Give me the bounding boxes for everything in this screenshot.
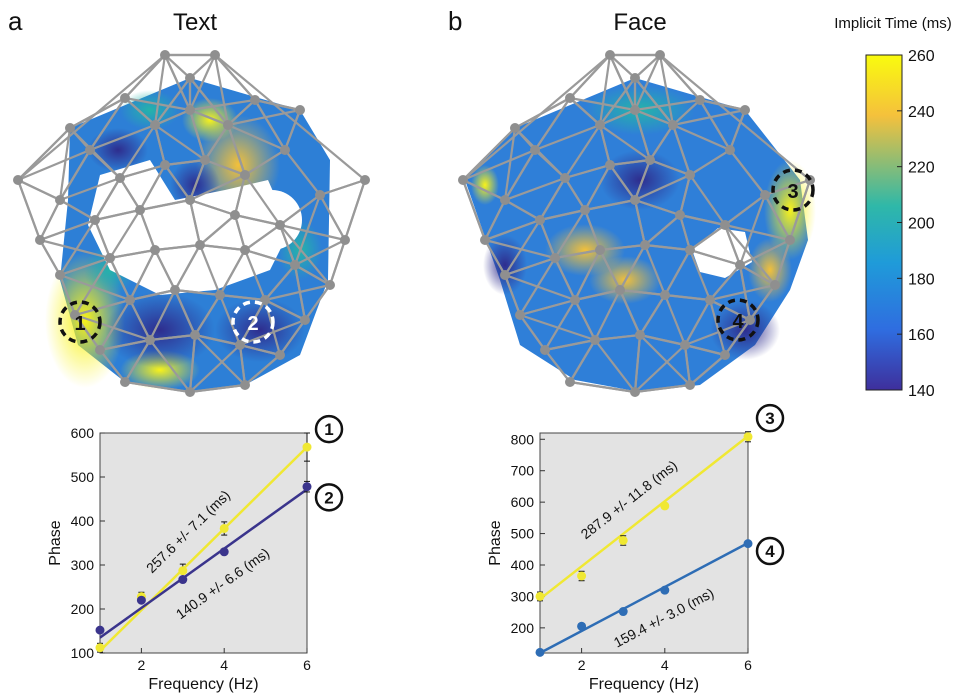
colorbar-title: Implicit Time (ms) [834,15,952,32]
fit-line [99,488,308,639]
data-point [95,625,105,635]
y-tick-label: 200 [511,620,535,636]
x-tick-label: 6 [303,657,311,673]
panel-a-letter: a [8,6,23,36]
data-point [577,621,587,631]
x-axis-label: Frequency (Hz) [148,676,258,693]
y-tick-label: 100 [71,645,95,661]
data-point [95,643,105,653]
y-tick-label: 400 [71,513,95,529]
scalp-map-text [13,50,370,397]
panel-a-title: Text [173,9,217,36]
series-marker-1: 1 [314,414,344,444]
colorbar-gradient [865,54,903,391]
scalp-marker-4: 4 [716,298,760,342]
colorbar-tick-label: 140 [908,383,935,400]
y-axis-label: Phase [487,520,504,565]
plot-area [539,432,749,654]
electrode-dots-b [458,50,815,397]
svg-text:3: 3 [765,409,774,428]
data-point [178,575,188,585]
scalp-map-face [458,50,816,397]
y-tick-label: 500 [71,469,95,485]
series-marker-3: 3 [755,403,785,433]
y-axis-label: Phase [47,520,64,565]
x-tick-label: 4 [220,657,228,673]
data-point [302,442,312,452]
data-point [743,539,753,549]
data-point [618,607,628,617]
y-tick-label: 600 [71,425,95,441]
y-tick-label: 600 [511,494,535,510]
y-tick-label: 300 [71,557,95,573]
y-tick-label: 500 [511,526,535,542]
scalp-marker-2: 2 [231,300,275,344]
data-point [743,432,753,442]
data-point [178,566,188,576]
data-point [660,585,670,595]
colorbar-tick-label: 220 [908,160,935,177]
panel-b-letter: b [448,6,462,36]
colorbar: Implicit Time (ms) 260 240 220 200 180 160 140 [834,15,952,400]
phase-chart-face: 200 300 400 500 600 700 800 2 4 6 Frequency (Hz) Ph… [487,403,785,693]
y-tick-label: 200 [71,601,95,617]
svg-text:3: 3 [787,181,798,203]
fit-line [99,446,308,652]
series-marker-2: 2 [314,483,344,512]
x-tick-label: 2 [578,657,586,673]
data-point [660,501,670,511]
data-point [219,523,229,533]
phase-chart-text: 100 200 300 400 500 600 2 4 6 Frequency (Hz) Phase… [47,414,344,693]
y-tick-label: 400 [511,557,535,573]
x-axis-label: Frequency (Hz) [589,676,699,693]
panel-b-title: Face [613,9,666,36]
data-point [577,571,587,581]
data-point [136,595,146,605]
y-tick-label: 300 [511,588,535,604]
x-tick-label: 6 [744,657,752,673]
colorbar-tick-label: 260 [908,48,935,65]
colorbar-tick-label: 160 [908,327,935,344]
svg-text:4: 4 [765,542,775,561]
data-point [618,535,628,545]
svg-text:1: 1 [324,420,333,439]
scalp-b-dark-left [483,235,527,295]
data-point [302,482,312,492]
data-point [535,591,545,601]
series-marker-4: 4 [755,536,785,566]
scalp-b-hot-right [764,160,816,260]
fit-line [539,435,749,600]
scalp-marker-1: 1 [58,300,102,344]
colorbar-tick-label: 180 [908,271,935,288]
colorbar-tick-label: 240 [908,104,935,121]
svg-text:2: 2 [247,313,258,335]
data-point [535,647,545,657]
y-tick-label: 700 [511,463,535,479]
svg-text:2: 2 [324,488,333,507]
x-tick-label: 2 [138,657,146,673]
svg-text:1: 1 [74,313,85,335]
electrode-mesh-b [461,53,812,394]
electrode-mesh-a [16,53,367,394]
x-tick-label: 4 [661,657,669,673]
y-tick-label: 800 [511,431,535,447]
data-point [219,547,229,557]
svg-text:4: 4 [732,311,744,333]
scalp-marker-3: 3 [771,168,815,212]
colorbar-tick-label: 200 [908,216,935,233]
fit-line [539,541,749,655]
electrode-dots-a [13,50,370,397]
